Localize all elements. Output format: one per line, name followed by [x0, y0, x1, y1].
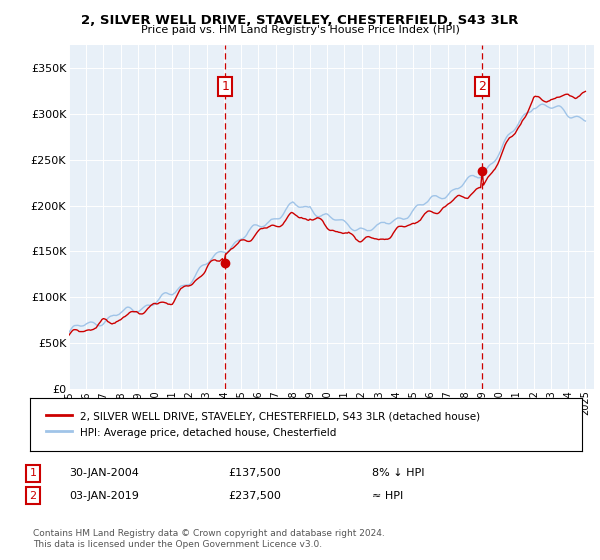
Text: Contains HM Land Registry data © Crown copyright and database right 2024.
This d: Contains HM Land Registry data © Crown c…: [33, 529, 385, 549]
Text: 2, SILVER WELL DRIVE, STAVELEY, CHESTERFIELD, S43 3LR: 2, SILVER WELL DRIVE, STAVELEY, CHESTERF…: [82, 14, 518, 27]
Text: 2: 2: [478, 80, 486, 92]
Text: 03-JAN-2019: 03-JAN-2019: [69, 491, 139, 501]
Text: 8% ↓ HPI: 8% ↓ HPI: [372, 468, 425, 478]
Text: Price paid vs. HM Land Registry's House Price Index (HPI): Price paid vs. HM Land Registry's House …: [140, 25, 460, 35]
Text: £137,500: £137,500: [228, 468, 281, 478]
Text: 1: 1: [29, 468, 37, 478]
Text: £237,500: £237,500: [228, 491, 281, 501]
Text: 2: 2: [29, 491, 37, 501]
Text: 1: 1: [221, 80, 229, 92]
Text: 30-JAN-2004: 30-JAN-2004: [69, 468, 139, 478]
Legend: 2, SILVER WELL DRIVE, STAVELEY, CHESTERFIELD, S43 3LR (detached house), HPI: Ave: 2, SILVER WELL DRIVE, STAVELEY, CHESTERF…: [41, 405, 485, 443]
Text: ≈ HPI: ≈ HPI: [372, 491, 403, 501]
